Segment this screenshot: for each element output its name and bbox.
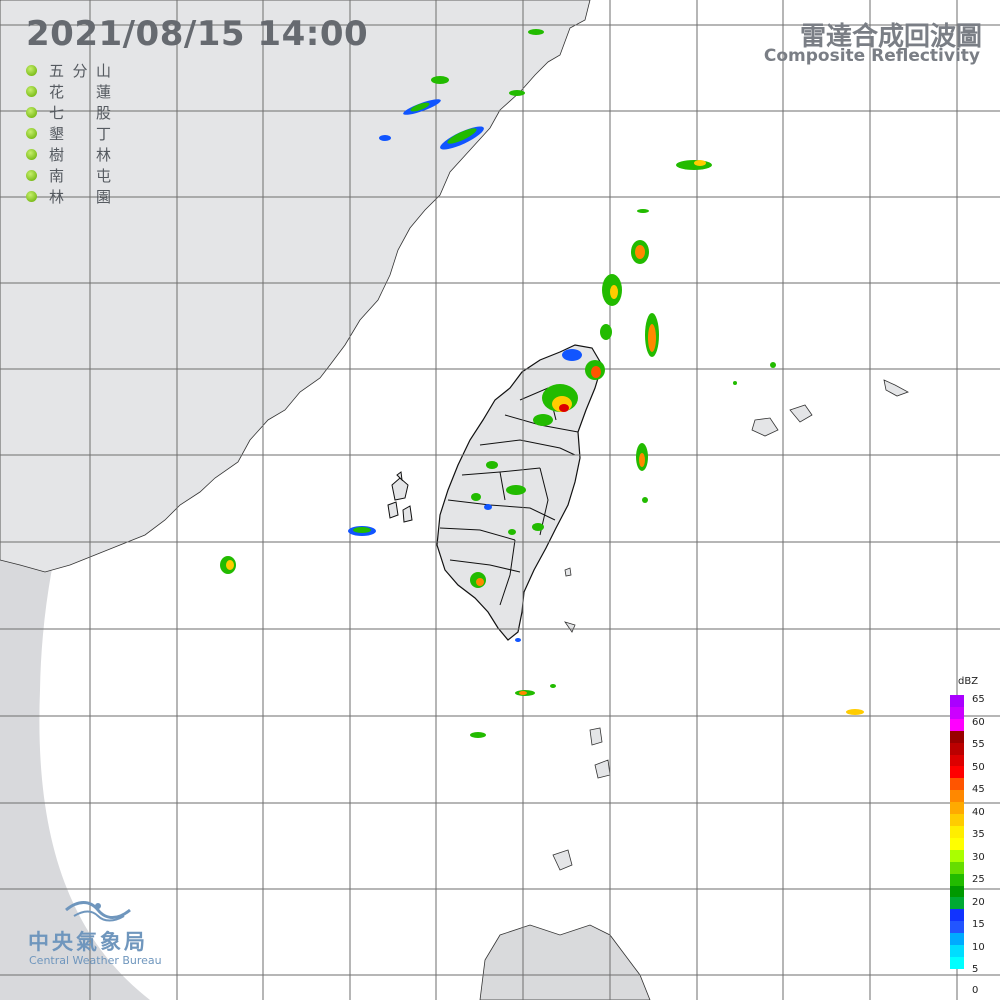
cwb-name-zh: 中央氣象局: [28, 930, 148, 954]
station-status-dot-icon: [26, 107, 37, 118]
station-item: 七股: [26, 102, 111, 123]
legend-color-swatch: [950, 742, 964, 755]
station-name: 樹林: [49, 146, 111, 164]
legend-color-swatch: [950, 873, 964, 886]
legend-color-bar: [950, 695, 964, 969]
penghu-islands: [387, 471, 413, 523]
legend-color-swatch: [950, 825, 964, 838]
legend-color-swatch: [950, 909, 964, 922]
legend-color-swatch: [950, 921, 964, 934]
legend-color-swatch: [950, 945, 964, 957]
station-item: 五分山: [26, 60, 111, 81]
small-islands: [552, 379, 909, 871]
legend-color-swatch: [950, 730, 964, 743]
legend-tick: 60: [972, 717, 985, 728]
legend-tick: 65: [972, 694, 985, 705]
station-name: 花蓮: [49, 83, 111, 101]
legend-unit: dBZ: [958, 676, 979, 687]
legend-color-swatch: [950, 766, 964, 779]
station-status-dot-icon: [26, 149, 37, 160]
station-status-dot-icon: [26, 86, 37, 97]
legend-color-swatch: [950, 754, 964, 767]
legend-color-swatch: [950, 718, 964, 731]
station-item: 花蓮: [26, 81, 111, 102]
legend-color-swatch: [950, 778, 964, 791]
legend-tick: 5: [972, 964, 979, 975]
legend-color-swatch: [950, 933, 964, 946]
station-status-dot-icon: [26, 128, 37, 139]
radar-echoes: [220, 29, 864, 738]
station-item: 墾丁: [26, 123, 111, 144]
legend-color-swatch: [950, 837, 964, 850]
station-name: 林園: [49, 188, 111, 206]
station-name: 墾丁: [49, 125, 111, 143]
legend-tick: 55: [972, 739, 985, 750]
radar-timestamp: 2021/08/15 14:00: [26, 14, 369, 54]
station-item: 樹林: [26, 144, 111, 165]
legend-tick: 10: [972, 942, 985, 953]
station-item: 林園: [26, 186, 111, 207]
legend-color-swatch: [950, 790, 964, 803]
station-status-dot-icon: [26, 191, 37, 202]
cwb-logo: 中央氣象局 Central Weather Bureau: [26, 896, 186, 976]
legend-color-swatch: [950, 956, 964, 969]
legend-color-swatch: [950, 861, 964, 874]
station-status-dot-icon: [26, 65, 37, 76]
legend-tick: 0: [972, 985, 979, 996]
legend-tick: 15: [972, 919, 985, 930]
station-name: 五分山: [49, 62, 111, 80]
station-status-dot-icon: [26, 170, 37, 181]
legend-color-swatch: [950, 849, 964, 862]
station-name: 南屯: [49, 167, 111, 185]
cwb-wave-icon: [65, 901, 131, 922]
legend-color-swatch: [950, 706, 964, 719]
legend-tick: 30: [972, 852, 985, 863]
radar-station-list: 五分山 花蓮 七股 墾丁 樹林: [26, 60, 111, 207]
cwb-name-en: Central Weather Bureau: [29, 954, 162, 967]
legend-tick: 45: [972, 784, 985, 795]
legend-color-swatch: [950, 814, 964, 826]
legend-tick: 50: [972, 762, 985, 773]
map-title-zh: 雷達合成回波圖: [799, 22, 982, 52]
legend-tick: 35: [972, 829, 985, 840]
station-name: 七股: [49, 104, 111, 122]
legend-tick: 20: [972, 897, 985, 908]
legend-color-swatch: [950, 802, 964, 815]
dbz-color-legend: dBZ 65 60 55 50 45 40 35 30 25 20 15 10 …: [948, 676, 998, 996]
legend-tick: 40: [972, 807, 985, 818]
legend-color-swatch: [950, 897, 964, 910]
station-item: 南屯: [26, 165, 111, 186]
legend-tick: 25: [972, 874, 985, 885]
map-title-en: Composite Reflectivity: [763, 46, 980, 66]
legend-color-swatch: [950, 885, 964, 898]
legend-color-swatch: [950, 695, 964, 707]
